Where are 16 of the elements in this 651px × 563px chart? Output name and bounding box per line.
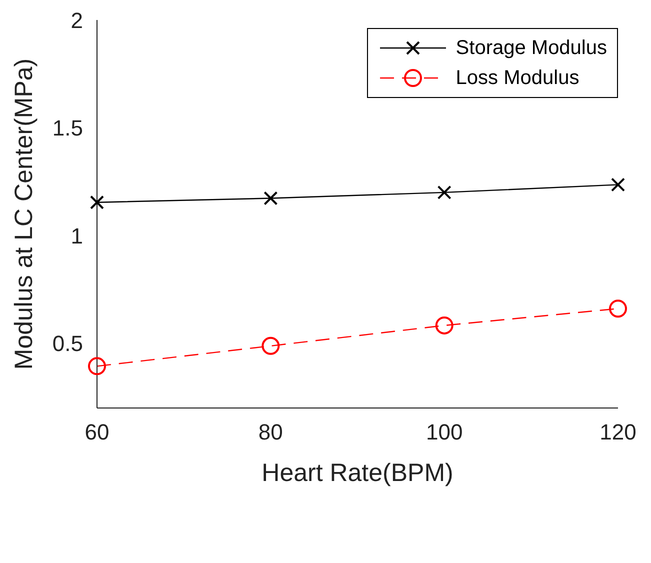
point xyxy=(435,316,454,334)
y-tick-label: 1.5 xyxy=(52,116,83,141)
x-tick-label: 80 xyxy=(258,420,283,445)
legend-label: Loss Modulus xyxy=(456,66,580,90)
y-tick-label: 2 xyxy=(70,8,83,33)
y-tick-label: 0.5 xyxy=(52,331,83,356)
point xyxy=(88,357,106,376)
y-tick-label: 1 xyxy=(70,223,83,248)
point xyxy=(262,336,280,355)
point xyxy=(609,300,627,318)
x-axis-title: Heart Rate(BPM) xyxy=(262,459,454,487)
x-tick-label: 60 xyxy=(84,420,110,445)
x-tick-label: 100 xyxy=(426,420,463,445)
y-axis-title: Modulus at LC Center(MPa) xyxy=(10,58,38,370)
x-tick-label: 120 xyxy=(600,420,636,445)
legend-label: Storage Modulus xyxy=(456,36,607,60)
